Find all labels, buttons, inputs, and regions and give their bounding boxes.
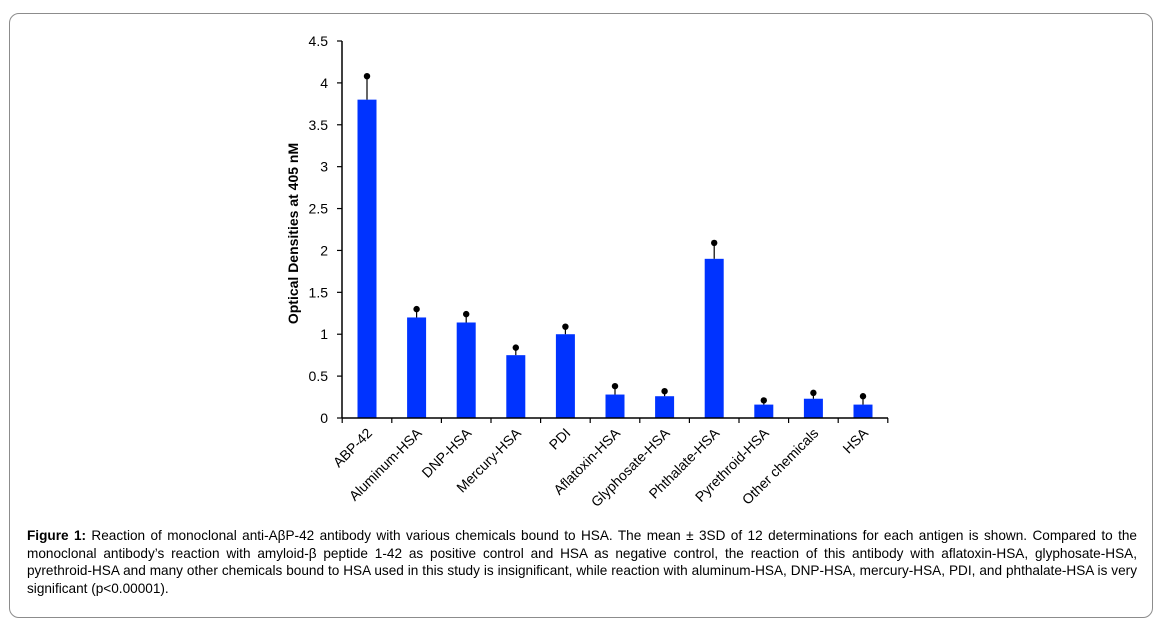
error-bar-cap <box>860 393 866 399</box>
bars <box>358 100 873 418</box>
x-tick-label: PDI <box>546 425 574 453</box>
bar <box>804 399 823 418</box>
error-bar-cap <box>413 306 419 312</box>
bar <box>606 395 625 418</box>
y-tick-label: 1.5 <box>309 284 329 300</box>
y-tick-label: 2.5 <box>309 201 329 217</box>
error-bar-cap <box>513 344 519 350</box>
y-tick-label: 1 <box>320 326 328 342</box>
error-bar-cap <box>810 390 816 396</box>
y-axis-label: Optical Densities at 405 nM <box>285 143 301 324</box>
caption-label: Figure 1: <box>27 528 86 543</box>
error-bar-cap <box>364 73 370 79</box>
x-tick-label: HSA <box>839 424 871 456</box>
bar <box>705 259 724 418</box>
caption-text: Reaction of monoclonal anti-AβP-42 antib… <box>27 528 1137 596</box>
x-tick-label: ABP-42 <box>330 425 376 471</box>
error-bar-cap <box>661 388 667 394</box>
y-tick-label: 3.5 <box>309 117 329 133</box>
error-bar-cap <box>612 383 618 389</box>
bar <box>655 396 674 418</box>
bar <box>556 334 575 418</box>
error-bar-cap <box>562 323 568 329</box>
figure-caption: Figure 1: Reaction of monoclonal anti-Aβ… <box>27 527 1137 597</box>
error-bar-cap <box>463 311 469 317</box>
bar <box>854 405 873 418</box>
bar <box>754 405 773 418</box>
y-tick-label: 3 <box>320 159 328 175</box>
error-bar-cap <box>711 240 717 246</box>
y-tick-label: 2 <box>320 242 328 258</box>
y-tick-label: 0 <box>320 410 328 426</box>
y-tick-label: 4 <box>320 75 328 91</box>
error-bar-cap <box>761 397 767 403</box>
bar <box>506 355 525 418</box>
y-tick-label: 4.5 <box>309 33 329 49</box>
bar <box>358 100 377 418</box>
bar <box>457 322 476 418</box>
y-tick-label: 0.5 <box>309 368 329 384</box>
bar <box>407 317 426 418</box>
y-axis-ticks: 0 0.5 1 1.5 2 2.5 3 3.5 4 4.5 <box>309 33 888 426</box>
error-bars <box>364 73 866 405</box>
